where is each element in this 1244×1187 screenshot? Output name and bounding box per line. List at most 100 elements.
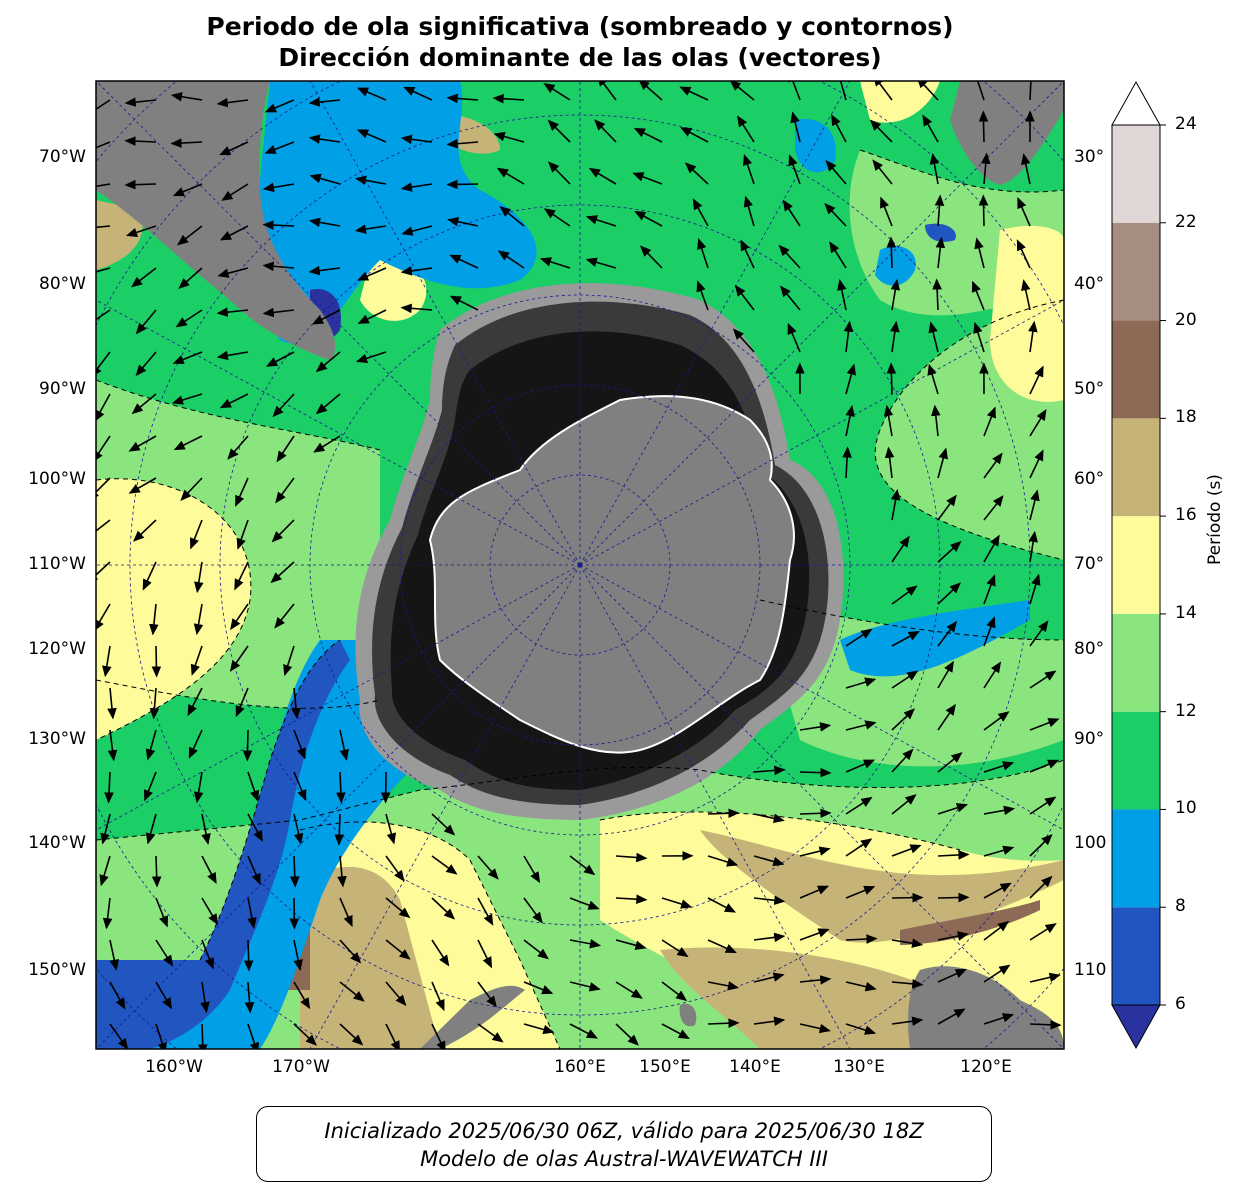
wave-vector-arrow — [937, 892, 970, 903]
wave-vector-arrow — [354, 224, 387, 234]
wave-vector-arrow — [743, 195, 755, 227]
wave-vector-arrow — [845, 628, 873, 647]
wave-vector-arrow — [1029, 923, 1057, 941]
wave-vector-arrow — [937, 850, 970, 860]
wave-vector-arrow — [661, 939, 689, 958]
wave-vector-arrow — [133, 519, 157, 542]
wave-vector-arrow — [891, 892, 924, 903]
wave-vector-arrow — [1029, 875, 1053, 899]
wave-vector-arrow — [96, 309, 111, 321]
wave-vector-arrow — [293, 939, 303, 971]
wave-vector-arrow — [96, 267, 111, 273]
wave-vector-arrow — [523, 939, 549, 960]
wave-vector-arrow — [308, 134, 341, 144]
wave-vector-arrow — [983, 845, 1015, 857]
wave-vector-arrow — [891, 938, 924, 948]
wave-vector-arrow — [845, 405, 855, 437]
wave-vector-arrow — [753, 765, 786, 776]
wave-vector-arrow — [188, 729, 203, 759]
wave-vector-arrow — [634, 210, 663, 227]
wave-vector-arrow — [597, 81, 617, 101]
wave-vector-arrow — [431, 1023, 446, 1049]
wave-vector-arrow — [96, 393, 111, 422]
wave-vector-arrow — [431, 897, 456, 920]
bottom-label: 140°E — [729, 1057, 781, 1077]
wave-vector-arrow — [385, 981, 407, 1007]
wave-vector-arrow — [1029, 365, 1044, 395]
wave-vector-arrow — [385, 855, 405, 882]
wave-vector-arrow — [219, 225, 249, 241]
wave-vector-arrow — [247, 813, 263, 842]
wave-vector-arrow — [1017, 197, 1031, 227]
wave-vector-arrow — [145, 813, 157, 845]
wave-vector-arrow — [684, 162, 709, 185]
colorbar-band — [1112, 418, 1160, 517]
colorbar-tick-label: 16 — [1175, 505, 1197, 526]
wave-vector-arrow — [308, 217, 341, 228]
wave-vector-arrow — [872, 159, 893, 185]
wave-vector-arrow — [124, 136, 157, 146]
wave-vector-arrow — [799, 975, 832, 985]
wave-vector-arrow — [276, 435, 295, 463]
wave-vector-arrow — [177, 225, 203, 246]
wave-vector-arrow — [293, 813, 304, 845]
wave-vector-arrow — [978, 194, 989, 227]
wave-vector-arrow — [873, 81, 893, 101]
wave-vector-arrow — [1029, 718, 1060, 731]
right-label: 30° — [1074, 147, 1105, 167]
wave-vector-arrow — [309, 173, 341, 185]
right-label: 90° — [1074, 729, 1105, 749]
wave-vector-arrow — [835, 81, 847, 101]
wave-vector-arrow — [219, 393, 249, 409]
wave-vector-arrow — [293, 981, 311, 1010]
wave-vector-arrow — [217, 267, 249, 278]
bottom-label: 160°W — [145, 1057, 203, 1077]
wave-vector-arrow — [845, 363, 856, 395]
wave-vector-arrow — [983, 711, 1010, 731]
wave-vector-arrow — [477, 855, 499, 880]
wave-vector-arrow — [980, 152, 991, 185]
land-south-america — [96, 81, 336, 360]
wave-vector-arrow — [151, 855, 162, 888]
wave-vector-arrow — [190, 645, 203, 676]
wave-vector-arrow — [973, 81, 985, 101]
wave-vector-arrow — [262, 182, 295, 193]
wave-vector-arrow — [883, 404, 894, 437]
left-label: 150°W — [28, 960, 86, 980]
wave-vector-arrow — [135, 351, 157, 377]
wave-vector-arrow — [692, 198, 709, 227]
wave-vector-arrow — [523, 981, 554, 995]
wave-vector-arrow — [1029, 573, 1041, 605]
wave-vector-arrow — [845, 885, 876, 899]
wave-vector-arrow — [447, 217, 479, 227]
wave-vector-arrow — [661, 897, 693, 909]
wave-vector-arrow — [242, 729, 253, 762]
wave-vector-arrow — [308, 265, 341, 276]
wave-vector-arrow — [983, 574, 996, 605]
wave-vector-arrow — [291, 687, 301, 720]
wave-vector-arrow — [96, 225, 111, 229]
wave-vector-arrow — [357, 267, 387, 281]
wave-vector-arrow — [264, 99, 295, 113]
bottom-label: 170°W — [272, 1057, 330, 1077]
wave-vector-arrow — [275, 477, 295, 504]
wave-vector-arrow — [339, 1023, 364, 1046]
wave-vector-arrow — [99, 855, 111, 887]
wave-vector-arrow — [697, 237, 709, 269]
wave-vector-arrow — [633, 127, 663, 143]
wave-vector-arrow — [890, 278, 901, 311]
wave-vector-arrow — [400, 134, 433, 145]
left-label: 110°W — [28, 554, 86, 574]
wave-vector-arrow — [843, 320, 854, 353]
wave-vector-arrow — [315, 351, 341, 373]
wave-vector-arrow — [201, 939, 214, 970]
wave-vector-arrow — [707, 855, 739, 867]
wave-vector-arrow — [799, 767, 832, 778]
wave-vector-arrow — [96, 561, 111, 584]
wave-vector-arrow — [937, 1008, 966, 1025]
wave-vector-arrow — [96, 351, 111, 378]
wave-vector-arrow — [543, 208, 571, 227]
wave-vector-arrow — [446, 93, 479, 104]
wave-vector-arrow — [125, 225, 157, 237]
wave-vector-arrow — [934, 194, 945, 227]
